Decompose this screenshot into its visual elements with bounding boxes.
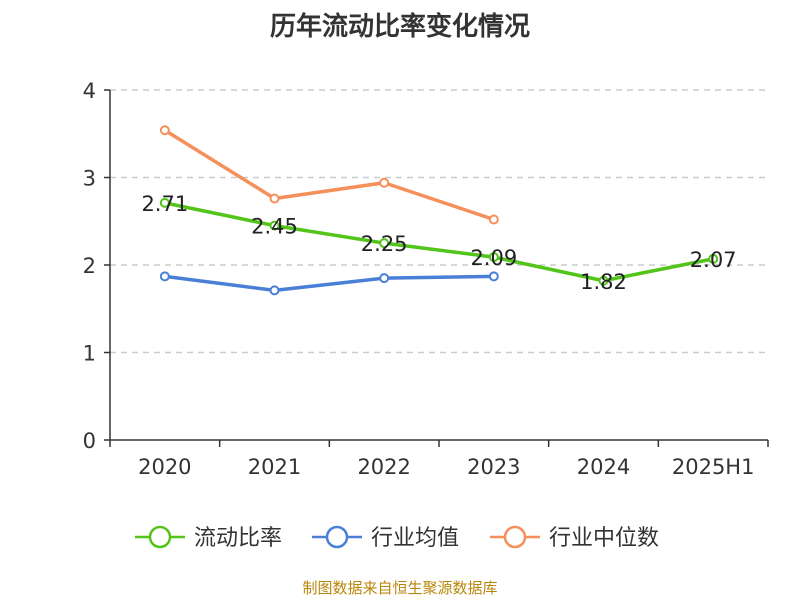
data-point — [269, 285, 280, 296]
legend-marker — [325, 525, 349, 549]
legend-label: 流动比率 — [194, 526, 282, 551]
data-point — [379, 273, 390, 284]
legend-label: 行业均值 — [371, 526, 459, 551]
legend-item-current-ratio[interactable]: 流动比率 — [135, 525, 282, 551]
y-tick-label: 1 — [83, 342, 96, 366]
data-point — [488, 271, 499, 282]
chart-title: 历年流动比率变化情况 — [269, 12, 530, 42]
data-label: 2.07 — [690, 248, 737, 272]
x-tick-label: 2020 — [138, 455, 191, 479]
series-current-ratio — [159, 197, 719, 286]
legend-item-industry-average[interactable]: 行业均值 — [312, 525, 459, 551]
data-point — [269, 220, 280, 231]
grid-lines — [110, 89, 768, 354]
series-line — [164, 201, 714, 283]
data-point — [708, 253, 719, 264]
data-point — [159, 197, 170, 208]
source-note: 制图数据来自恒生聚源数据库 — [302, 579, 498, 597]
x-tick-label: 2025H1 — [672, 455, 755, 479]
data-label: 2.25 — [361, 232, 408, 256]
x-tick-label: 2024 — [577, 455, 630, 479]
legend-label: 行业中位数 — [549, 526, 659, 551]
series-line — [164, 274, 494, 293]
x-tick-label: 2021 — [248, 455, 301, 479]
series-industry-median — [159, 125, 499, 225]
data-point — [488, 252, 499, 263]
y-tick-label: 3 — [83, 167, 96, 191]
x-tick-label: 2023 — [467, 455, 520, 479]
x-tick-label: 2022 — [357, 455, 410, 479]
axes: 0 1 2 3 4 2020 2021 2022 2023 2024 2025H1 — [83, 79, 769, 479]
data-point — [379, 177, 390, 188]
data-point — [159, 271, 170, 282]
legend[interactable]: 流动比率 行业均值 行业中位数 — [135, 525, 659, 551]
series — [159, 125, 719, 296]
data-label: 2.71 — [141, 192, 188, 216]
data-label: 2.45 — [251, 215, 298, 239]
data-point — [379, 238, 390, 249]
data-point — [598, 275, 609, 286]
series-line — [163, 128, 495, 222]
data-label: 1.82 — [580, 270, 627, 294]
y-tick-label: 2 — [83, 254, 96, 278]
data-point — [488, 214, 499, 225]
data-point — [269, 193, 280, 204]
series-industry-average — [159, 271, 499, 296]
legend-marker — [503, 525, 527, 549]
data-labels: 2.71 2.45 2.25 2.09 1.82 2.07 — [141, 192, 736, 294]
data-label: 2.09 — [470, 246, 517, 270]
legend-marker — [148, 525, 172, 549]
data-point — [159, 125, 170, 136]
y-tick-label: 4 — [83, 79, 96, 103]
legend-item-industry-median[interactable]: 行业中位数 — [490, 525, 659, 551]
y-tick-label: 0 — [83, 429, 96, 453]
